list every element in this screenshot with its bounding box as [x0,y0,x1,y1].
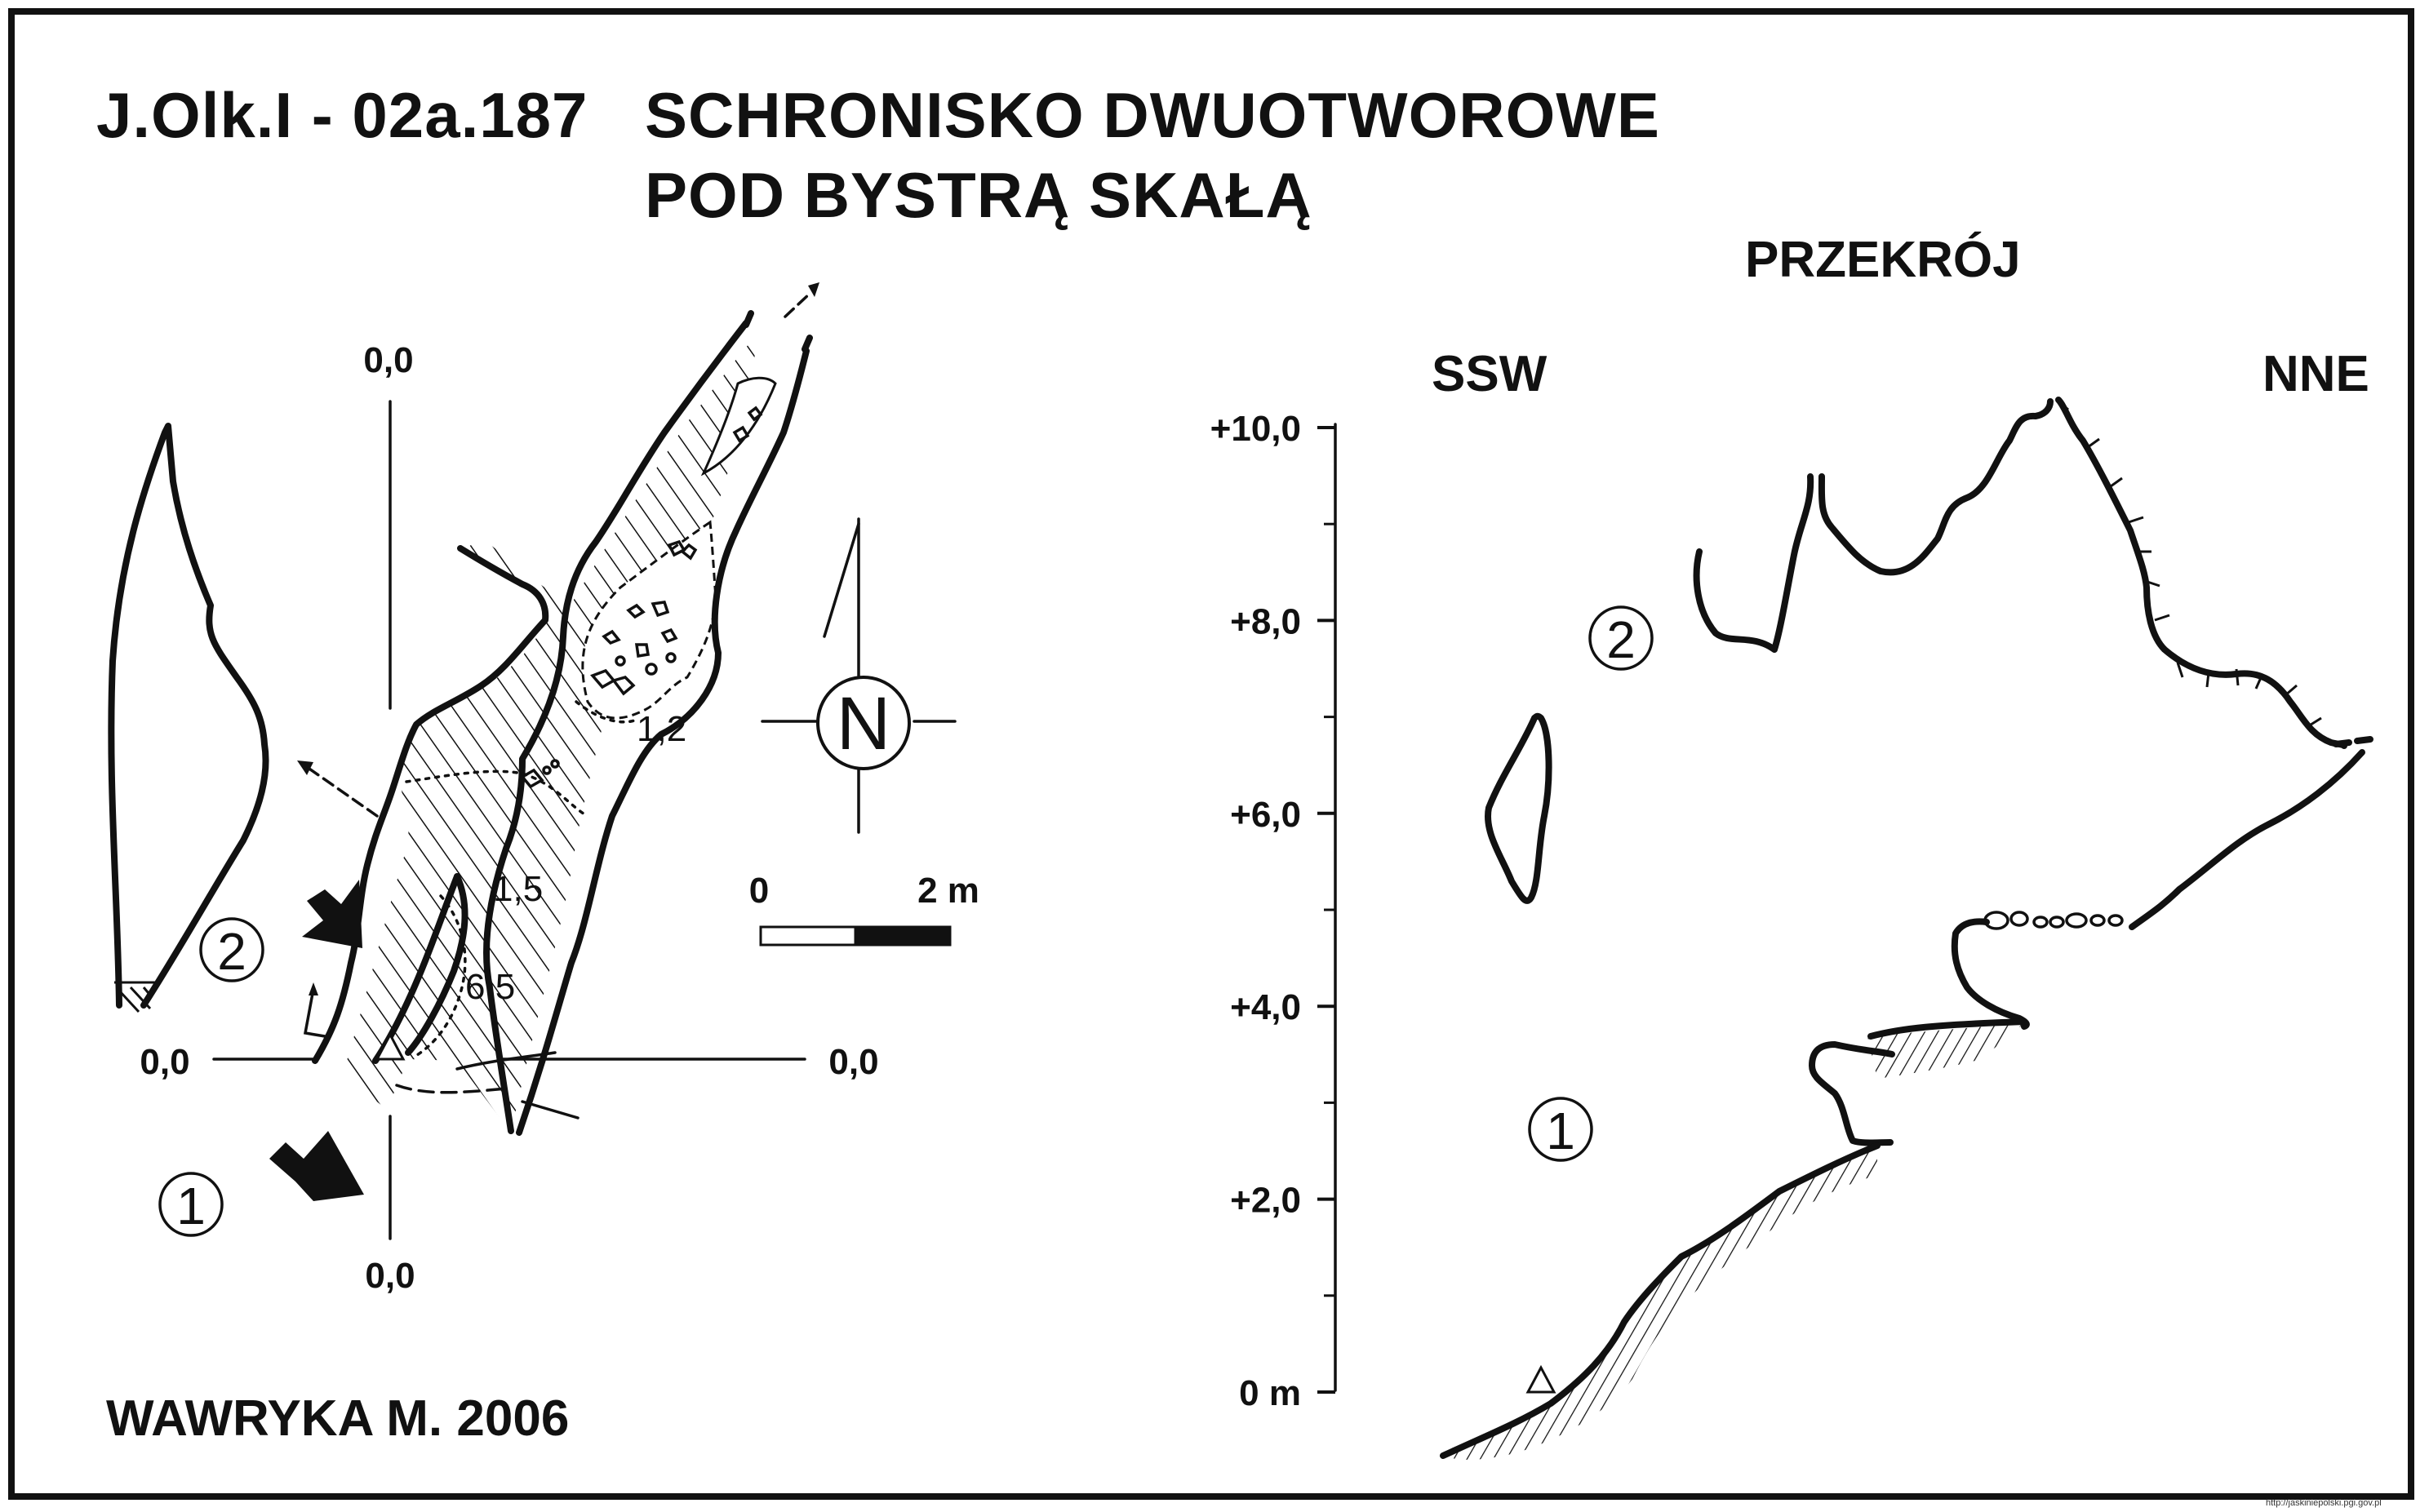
rock-line-2 [455,1051,557,1071]
section-lower-floor-hatch [1867,1023,2024,1079]
entrance-1-arrow [269,1131,364,1201]
section-roof [1693,397,2347,749]
section-lower-cave-wall [1809,1041,1895,1146]
section-title: PRZEKRÓJ [1745,232,2021,288]
entrance-1-number-plan: 1 [176,1177,206,1235]
scale-end: 2 m [917,871,979,911]
upper-passage-boulders [700,376,777,477]
drip-line [395,1084,508,1094]
section-middle-ledge [1867,1018,2027,1040]
section-entrance-2-lip [2333,736,2373,747]
scale-bar: 0 2 m [749,871,979,947]
survey-station-section [1525,1364,1556,1394]
entrance-2-arrow [302,880,362,948]
depth-mark-3: 6,5 [465,967,515,1007]
section-main-floor [1440,1142,1881,1459]
cave-name-line-2: POD BYSTRĄ SKAŁĄ [645,159,1312,231]
entrance-1-circle-plan [158,1172,224,1237]
entrance-2-wall [405,873,468,1056]
compass-label: N [837,682,890,765]
rock-outline-left-base [114,981,155,1013]
plan-axis-label-right: 0,0 [828,1042,878,1082]
section-axis-tick-label: +2,0 [1230,1181,1301,1221]
section-main-floor-hatch [1443,1146,1877,1460]
section-roof-ticks [2056,398,2322,728]
section-axis-tick-label: +4,0 [1230,987,1301,1027]
ledge-line-3 [575,700,638,724]
entrance-1-number-section: 1 [1546,1102,1575,1160]
ledge-line-2 [411,894,467,1059]
draught-arrow-left [297,760,313,775]
boulders [520,539,698,789]
section-boulder-chain [1983,911,2124,930]
draught-arrow-upper [808,282,819,297]
section-axis-tick-label: +6,0 [1230,795,1301,835]
section-axis-tick-label: 0 m [1239,1373,1301,1413]
entrance-2-number-section: 2 [1606,610,1636,669]
depth-mark-1: 1,2 [637,709,686,749]
plan-view: 2 1 1,2 1,5 6,5 0,0 0,0 0,0 0,0 N 0 2 m [108,282,979,1296]
small-arrow-head [309,982,318,995]
plan-axis-label-left: 0,0 [140,1042,189,1082]
upper-boulders-small [732,406,763,443]
cave-name-line-1: SCHRONISKO DWUOTWOROWE [645,79,1660,151]
section-axis-tick-label: +8,0 [1230,601,1301,641]
entrance-2-number-plan: 2 [217,922,246,981]
map-frame [8,8,2414,1500]
section-axis-tick-label: +10,0 [1210,409,1301,449]
section-direction-right: NNE [2262,346,2369,402]
small-arrow-line [303,987,326,1038]
north-arrow: N [761,517,957,834]
section-boulder-ledge [1951,918,2030,1030]
section-view: +10,0 +8,0 +6,0 +4,0 +2,0 0 m [1210,397,2373,1460]
cave-code: J.Olk.I - 02a.187 [96,79,588,151]
draught-line-upper [784,290,813,318]
rock-outline-left [108,423,269,1009]
entrance-2-circle-plan [199,917,264,982]
draught-line-left [305,765,379,818]
upper-passage-end [743,310,813,353]
cave-wall-north-upper [516,348,810,1136]
scale-start: 0 [749,871,769,911]
survey-station-plan [375,1031,406,1061]
cave-floor-hatch [343,335,757,1133]
author-credit: WAWRYKA M. 2006 [106,1390,570,1447]
cave-wall-north [483,320,749,1134]
section-axis-ticks: +10,0 +8,0 +6,0 +4,0 +2,0 0 m [1210,409,1335,1413]
plan-axis-label-top: 0,0 [363,340,413,380]
plan-axis-label-bottom: 0,0 [365,1256,415,1296]
entrance-2-circle-section [1588,605,1654,671]
section-direction-left: SSW [1432,346,1548,402]
cave-wall-south [312,545,549,1064]
entrance-1-circle-section [1528,1097,1593,1162]
rock-line-1 [521,1100,579,1120]
source-url: http://jaskiniepolski.pgi.gov.pl [2266,1498,2382,1508]
section-east-wall [2129,749,2365,930]
depth-mark-2: 1,5 [493,869,543,909]
ledge-line-1 [405,769,589,818]
section-rock-island [1485,712,1552,904]
